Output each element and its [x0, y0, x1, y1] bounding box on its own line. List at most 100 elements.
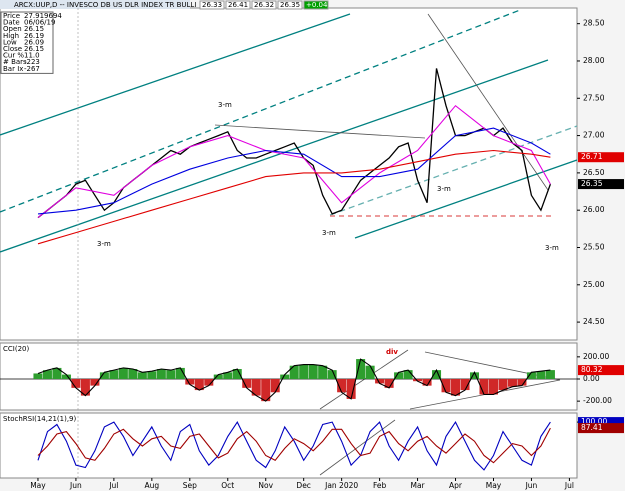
cci-bar: [242, 378, 252, 388]
cci-bar: [536, 371, 546, 379]
info-label: Low: [3, 38, 17, 46]
info-value: 26.15: [24, 25, 44, 33]
cci-bar: [526, 372, 536, 379]
cci-bar: [413, 378, 423, 382]
price-label: 80.32: [581, 365, 603, 374]
info-value: 26.15: [24, 45, 44, 53]
x-tick-label: Jun: [69, 481, 82, 490]
cci-bar: [346, 378, 356, 399]
cci-bar: [308, 364, 318, 379]
quote-value: 26.41: [228, 1, 248, 9]
price-label-box: [578, 365, 624, 376]
quote-box: [251, 0, 277, 10]
cci-bar: [488, 378, 498, 395]
cci-bar: [166, 370, 176, 379]
quote-value: 26.35: [280, 1, 300, 9]
cci-bar: [118, 367, 128, 379]
cci-bar: [261, 378, 271, 402]
cci-bar: [545, 370, 555, 379]
price-label: 100.00: [581, 417, 607, 426]
cci-bar: [128, 369, 138, 379]
cci-bar: [517, 378, 527, 386]
cci-bar: [460, 378, 470, 391]
quote-box: [277, 0, 303, 10]
cci-bar: [42, 370, 52, 379]
y-tick-label: 0.00: [583, 374, 600, 383]
cci-bar: [507, 378, 517, 387]
cci-bar: [375, 378, 385, 384]
cci-bar: [498, 378, 508, 391]
cci-bar: [204, 378, 214, 386]
cci-bar: [61, 374, 71, 379]
x-tick-label: Oct: [221, 481, 234, 490]
info-value: -223: [24, 58, 40, 66]
x-tick-label: Nov: [258, 481, 273, 490]
cci-bar: [422, 378, 432, 386]
annotation: 3-m: [437, 185, 451, 193]
annotation: 3-m: [545, 244, 559, 252]
cci-bar: [479, 378, 489, 395]
cci-bar: [52, 367, 62, 379]
trend-lines: [0, 8, 578, 478]
price-label-box: [578, 423, 624, 434]
cci-bar: [232, 369, 242, 379]
cci-bar: [71, 378, 81, 388]
info-label: Bar Ix: [3, 65, 23, 73]
info-label: Open: [3, 25, 22, 33]
x-tick-label: May: [486, 481, 502, 490]
x-tick-label: Jul: [564, 481, 574, 490]
series-line: [37, 104, 551, 219]
series-line: [37, 358, 551, 402]
series-line: [37, 427, 551, 464]
y-tick-label: -200.00: [583, 396, 612, 405]
x-tick-label: Sep: [183, 481, 197, 490]
cci-bar: [299, 364, 309, 379]
quote-box: [303, 0, 329, 10]
price-label: 87.41: [581, 423, 603, 432]
annotation: 3-m: [218, 101, 232, 109]
y-tick-label: 200.00: [583, 352, 609, 361]
series-line: [37, 420, 551, 471]
x-tick-label: Aug: [145, 481, 160, 490]
cci-bar: [80, 378, 90, 396]
cci-bar: [318, 365, 328, 379]
cci-bar: [356, 359, 366, 379]
info-label: Price: [3, 12, 20, 20]
cci-bar: [251, 378, 261, 396]
info-label: Close: [3, 45, 22, 53]
x-tick-label: May: [30, 481, 46, 490]
cci-bar: [33, 373, 43, 379]
price-label-box: [578, 179, 624, 190]
price-label-box: [578, 417, 624, 428]
info-label: Date: [3, 19, 20, 27]
series-line: [37, 149, 551, 245]
cci-bar: [223, 372, 233, 379]
cci-bar: [289, 365, 299, 379]
cci-bar: [90, 378, 100, 386]
quote-value: +0.04: [306, 1, 328, 9]
cci-bar: [185, 378, 195, 385]
info-label: # Bars: [3, 58, 27, 66]
y-tick-label: 28.50: [583, 19, 605, 28]
x-tick-label: Jun: [525, 481, 538, 490]
info-value: -267: [24, 65, 40, 73]
info-value: 11.0: [24, 52, 40, 60]
annotation: 3-m: [322, 229, 336, 237]
cci-bar: [137, 372, 147, 379]
x-tick-label: Jul: [108, 481, 118, 490]
x-tick-label: Mar: [410, 481, 425, 490]
y-tick-label: 26.50: [583, 168, 605, 177]
y-tick-label: 28.00: [583, 56, 605, 65]
cci-bar: [403, 370, 413, 379]
quote-box: [225, 0, 251, 10]
cci-bar: [432, 370, 442, 379]
x-tick-label: Dec: [296, 481, 311, 490]
x-tick-label: Apr: [449, 481, 463, 490]
cci-bar: [365, 365, 375, 379]
cci-bar: [213, 374, 223, 379]
info-value: 26.09: [24, 38, 44, 46]
cci-bar: [156, 369, 166, 379]
cci-bar: [394, 372, 404, 379]
cci-bar: [384, 378, 394, 388]
